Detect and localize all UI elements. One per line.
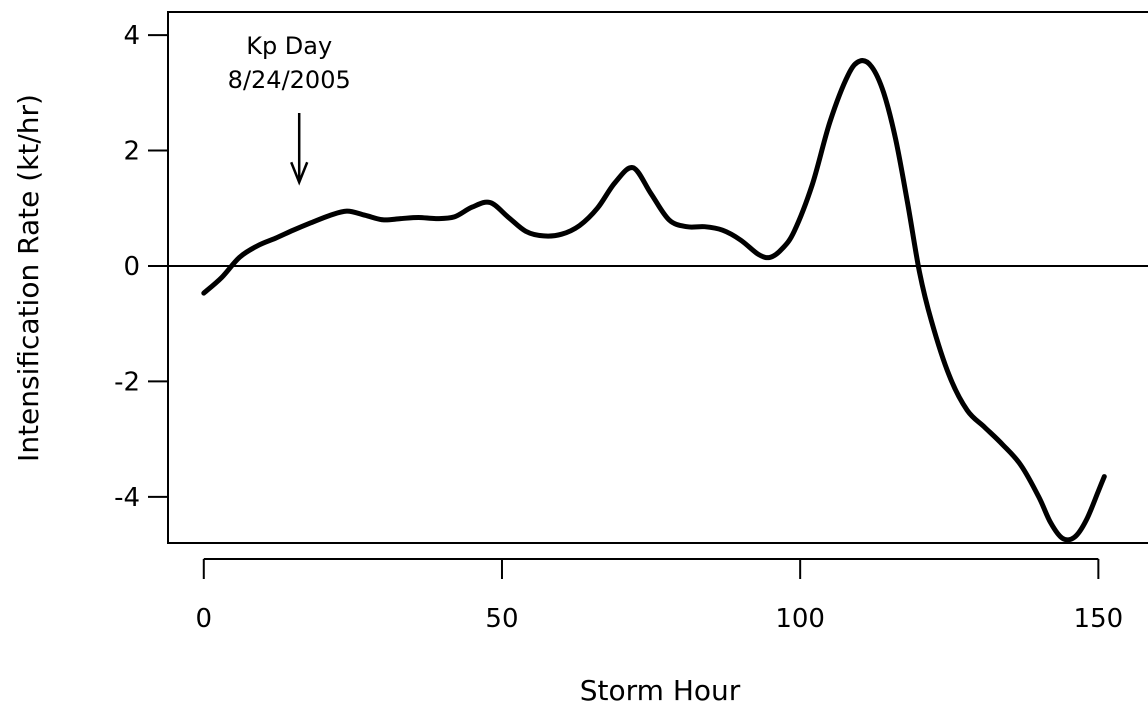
- y-tick-label: -4: [114, 483, 140, 513]
- y-tick-label: -2: [114, 367, 140, 397]
- x-tick-label: 100: [775, 604, 825, 634]
- annotation-label-line-1: Kp Day: [246, 32, 332, 60]
- y-tick-label: 2: [123, 137, 140, 167]
- annotation: Kp Day 8/24/2005: [228, 32, 351, 186]
- y-tick-label: 0: [123, 252, 140, 282]
- y-tick-label: 4: [123, 21, 140, 51]
- x-tick-label: 150: [1074, 604, 1124, 634]
- annotation-arrow-head: [290, 161, 309, 186]
- series-line: [201, 58, 1107, 543]
- annotation-label-line-2: 8/24/2005: [228, 66, 351, 94]
- x-tick-label: 0: [196, 604, 213, 634]
- y-axis: 4 2 0 -2 -4: [114, 21, 169, 513]
- x-axis-title: Storm Hour: [580, 674, 741, 707]
- x-tick-label: 50: [485, 604, 518, 634]
- y-axis-title: Intensification Rate (kt/hr): [12, 94, 45, 462]
- x-axis: 0 50 100 150: [196, 558, 1124, 634]
